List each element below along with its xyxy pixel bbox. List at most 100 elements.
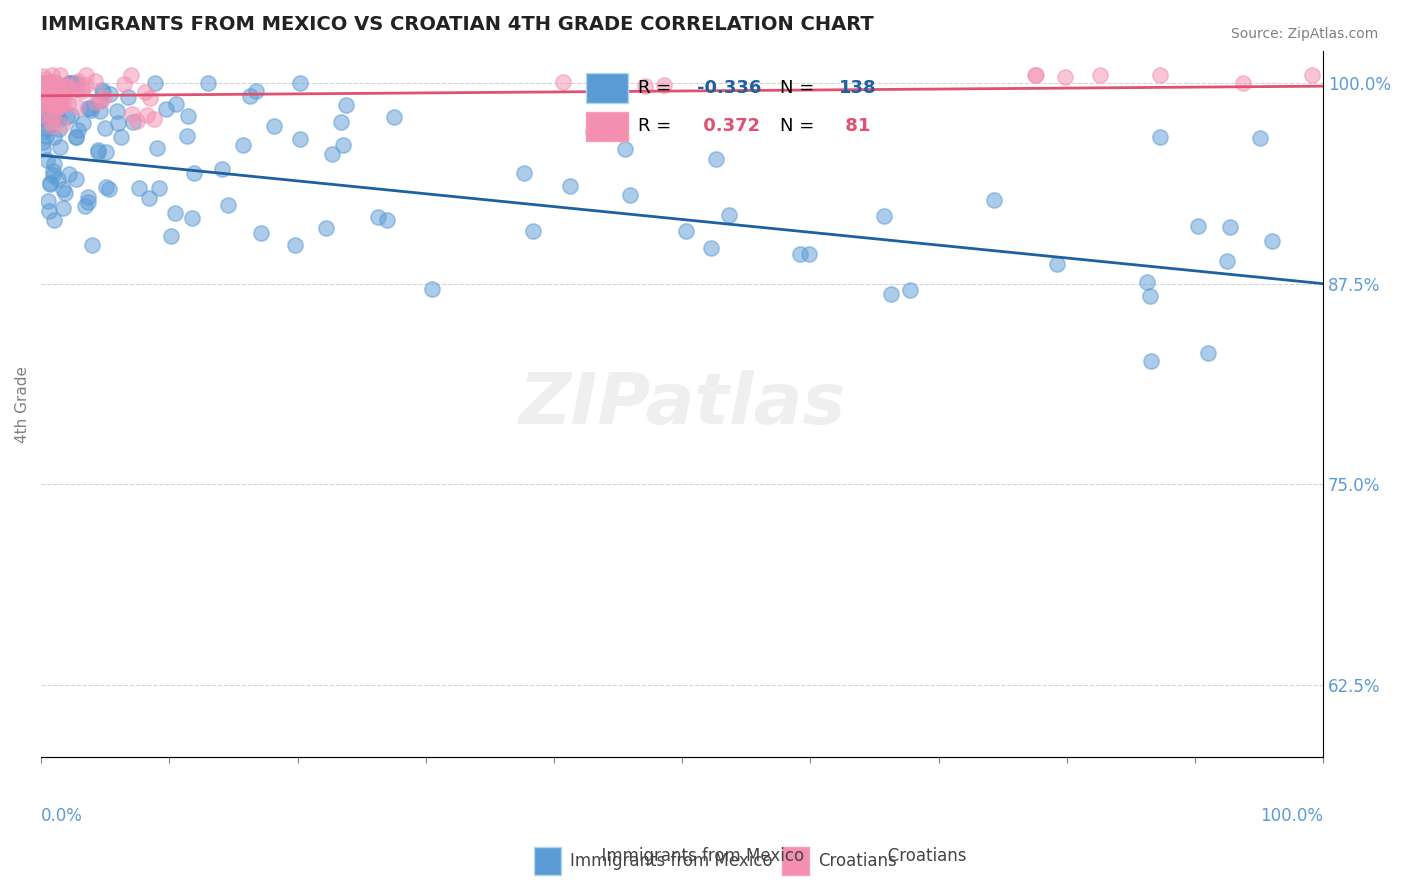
pink	[1054, 70, 1077, 84]
blue	[107, 116, 129, 130]
pink	[48, 99, 70, 113]
blue	[420, 282, 443, 296]
blue	[522, 224, 544, 238]
blue	[38, 76, 60, 90]
blue	[165, 97, 187, 112]
blue	[35, 95, 58, 110]
blue	[44, 111, 66, 125]
pink	[41, 74, 63, 88]
blue	[80, 103, 103, 117]
blue	[90, 83, 112, 97]
pink	[634, 78, 657, 93]
pink	[49, 90, 72, 104]
blue	[72, 116, 94, 130]
pink	[60, 85, 83, 99]
blue	[197, 76, 219, 90]
blue	[32, 84, 55, 98]
blue	[42, 168, 65, 182]
pink	[51, 98, 73, 112]
blue	[148, 181, 170, 195]
pink	[31, 83, 53, 97]
blue	[65, 129, 87, 144]
blue	[1149, 129, 1171, 144]
pink	[39, 97, 62, 112]
blue	[66, 122, 89, 136]
blue	[48, 122, 70, 136]
blue	[675, 224, 697, 238]
Text: ZIPatlas: ZIPatlas	[519, 369, 846, 439]
pink	[143, 112, 166, 127]
pink	[31, 77, 53, 91]
pink	[49, 84, 72, 98]
pink	[31, 101, 53, 115]
pink	[49, 68, 72, 82]
Text: Croatians: Croatians	[818, 852, 897, 870]
blue	[60, 108, 83, 122]
blue	[42, 129, 65, 144]
blue	[52, 182, 75, 196]
blue	[330, 115, 353, 129]
blue	[32, 124, 55, 138]
blue	[1136, 275, 1159, 289]
blue	[93, 120, 115, 135]
blue	[1187, 219, 1209, 233]
pink	[1232, 76, 1254, 90]
blue	[249, 227, 271, 241]
pink	[45, 95, 67, 109]
pink	[39, 79, 62, 94]
pink	[134, 85, 156, 99]
pink	[84, 74, 107, 88]
pink	[32, 69, 55, 83]
pink	[93, 89, 115, 103]
pink	[34, 71, 56, 86]
blue	[89, 104, 111, 119]
blue	[32, 135, 55, 149]
pink	[70, 81, 93, 95]
blue	[80, 237, 103, 252]
blue	[105, 103, 128, 118]
blue	[35, 128, 58, 143]
pink	[32, 107, 55, 121]
pink	[31, 95, 53, 110]
Bar	[534, 847, 561, 875]
blue	[31, 89, 53, 103]
blue	[146, 141, 169, 155]
blue	[46, 99, 69, 113]
blue	[614, 142, 637, 156]
blue	[1197, 346, 1219, 360]
blue	[65, 130, 87, 145]
pink	[48, 97, 70, 112]
pink	[31, 82, 53, 96]
blue	[117, 89, 139, 103]
blue	[46, 172, 69, 186]
blue	[335, 97, 357, 112]
blue	[31, 76, 53, 90]
blue	[717, 208, 740, 222]
blue	[41, 163, 63, 178]
blue	[873, 209, 896, 223]
blue	[181, 211, 204, 226]
pink	[90, 94, 112, 108]
pink	[42, 95, 65, 110]
blue	[232, 138, 254, 153]
blue	[31, 110, 53, 124]
blue	[155, 102, 177, 116]
pink	[1090, 68, 1112, 82]
blue	[700, 241, 723, 255]
blue	[37, 194, 59, 208]
pink	[652, 78, 675, 92]
pink	[35, 78, 58, 93]
Text: Immigrants from Mexico: Immigrants from Mexico	[571, 852, 773, 870]
pink	[139, 91, 162, 105]
pink	[70, 84, 93, 98]
blue	[65, 172, 87, 186]
blue	[53, 186, 76, 201]
blue	[77, 195, 100, 210]
pink	[51, 94, 73, 108]
pink	[125, 114, 148, 128]
pink	[38, 115, 60, 129]
pink	[45, 91, 67, 105]
blue	[32, 143, 55, 157]
blue	[79, 101, 101, 115]
pink	[121, 107, 143, 121]
